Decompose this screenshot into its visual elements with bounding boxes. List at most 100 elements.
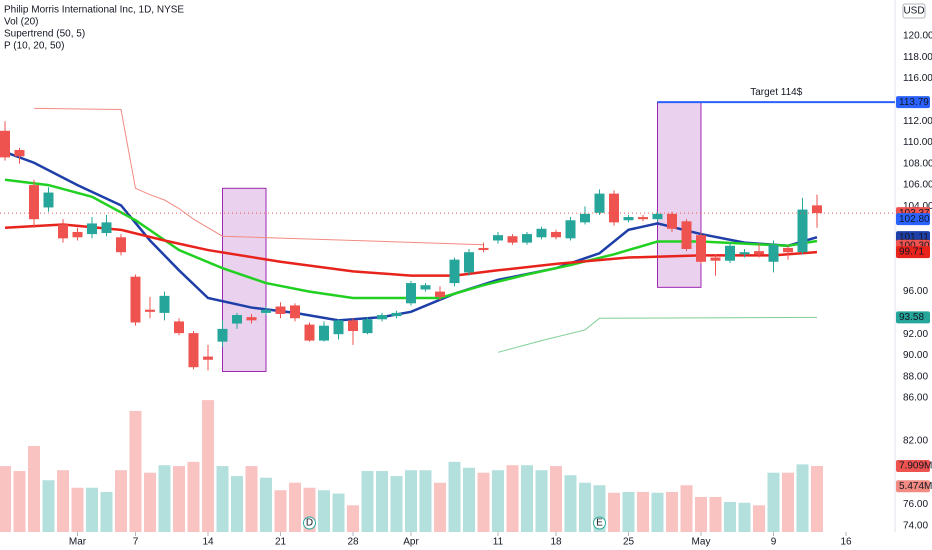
- indicator-line: [497, 316, 818, 353]
- event-label: D: [306, 518, 313, 529]
- candle-body: [536, 228, 547, 238]
- volume-bar: [651, 492, 664, 532]
- x-tick-label: 14: [202, 537, 214, 548]
- volume-bar: [666, 491, 678, 532]
- indicator-line: [33, 107, 484, 246]
- volume-bar: [796, 464, 809, 532]
- chart-title: Philip Morris International Inc, 1D, NYS…: [4, 5, 184, 16]
- y-tick-label: 82.00: [903, 435, 928, 446]
- candle-body: [362, 319, 373, 334]
- volume-bar: [724, 501, 736, 532]
- x-tick-label: 16: [840, 537, 852, 548]
- candle-body: [594, 193, 605, 213]
- volume-bar: [274, 490, 287, 532]
- candle-body: [667, 213, 677, 229]
- volume-bar: [506, 465, 519, 532]
- candle-body: [522, 234, 532, 243]
- indicator: Vol (20): [4, 17, 38, 28]
- volume-bar: [28, 445, 40, 532]
- candle-body: [449, 259, 460, 284]
- volume-bar: [608, 492, 620, 532]
- candle-body: [391, 312, 402, 317]
- y-tick-label: 118.00: [903, 52, 932, 63]
- volume-bar: [0, 466, 11, 532]
- volume-bar: [129, 410, 142, 532]
- candle-body: [14, 149, 25, 157]
- event-icon: [303, 516, 316, 530]
- candle-body: [377, 315, 387, 320]
- price-badge-label: 113.79: [899, 97, 929, 108]
- volume-bar: [622, 491, 635, 532]
- candle-body: [246, 317, 257, 321]
- candle-body: [681, 221, 692, 249]
- candle-body: [188, 333, 199, 368]
- candle-body: [333, 320, 344, 335]
- volume-bar: [535, 470, 548, 532]
- event-label: E: [596, 518, 603, 529]
- price-badge-label: 101.11: [899, 232, 929, 243]
- candle-body: [464, 252, 474, 273]
- candle-body: [609, 193, 619, 223]
- candle-body: [783, 247, 793, 253]
- price-badge: [896, 459, 930, 472]
- candle-body: [493, 235, 503, 241]
- price-badge: [896, 311, 930, 324]
- volume-bar: [695, 496, 707, 532]
- volume-bar: [579, 482, 591, 532]
- candle-body: [203, 356, 213, 360]
- y-tick-label: 106.00: [903, 180, 932, 191]
- candle-body: [754, 251, 764, 255]
- volume-bar: [680, 485, 693, 532]
- volume-bar: [521, 465, 533, 532]
- y-tick-label: 88.00: [903, 371, 928, 382]
- currency-badge: [902, 3, 926, 19]
- y-tick-label: 74.00: [903, 521, 928, 532]
- volume-bar: [492, 470, 504, 532]
- x-tick-label: 9: [771, 537, 777, 548]
- x-tick-label: Apr: [403, 537, 419, 548]
- candle-body: [710, 257, 721, 261]
- volume-bar: [57, 470, 69, 532]
- candle-body: [304, 324, 315, 341]
- candle-body: [696, 235, 706, 262]
- x-tick-label: 18: [550, 537, 562, 548]
- y-tick-label: 108.00: [903, 158, 932, 169]
- candle-body: [261, 309, 271, 313]
- volume-bar: [86, 487, 98, 532]
- indicator-line: [4, 178, 818, 300]
- candle-body: [159, 295, 170, 313]
- price-badge-label: 100.30: [899, 240, 930, 251]
- y-tick-label: 116.00: [903, 73, 932, 84]
- candle-body: [420, 285, 431, 290]
- volume-bar: [42, 480, 55, 532]
- candle-body: [768, 244, 779, 262]
- candle-body: [87, 223, 97, 235]
- volume-bar: [216, 466, 229, 532]
- candle-body: [290, 305, 300, 319]
- y-tick-label: 112.00: [903, 116, 932, 127]
- volume-bar: [463, 467, 475, 532]
- y-tick-label: 96.00: [903, 286, 928, 297]
- candle-body: [232, 315, 242, 324]
- volume-bar: [376, 471, 388, 532]
- volume-bar: [738, 502, 751, 532]
- price-badge-label: 7.909M: [899, 461, 932, 472]
- candle-body: [406, 283, 416, 304]
- y-tick-label: 90.00: [903, 350, 928, 361]
- volume-bar: [187, 461, 200, 532]
- volume-bar: [100, 491, 113, 532]
- volume-bar: [390, 476, 403, 532]
- price-badge-label: 93.58: [899, 312, 924, 323]
- volume-bar: [564, 475, 577, 532]
- volume-bar: [13, 471, 26, 532]
- candle-body: [72, 231, 83, 238]
- price-badge: [896, 480, 930, 493]
- candle-body: [478, 247, 489, 251]
- volume-bar: [811, 465, 823, 532]
- event-icon: [593, 516, 606, 530]
- volume-bar: [202, 400, 214, 532]
- volume-bar: [289, 482, 301, 532]
- price-badge: [896, 96, 930, 109]
- candle-body: [174, 321, 184, 334]
- volume-bar: [173, 466, 185, 532]
